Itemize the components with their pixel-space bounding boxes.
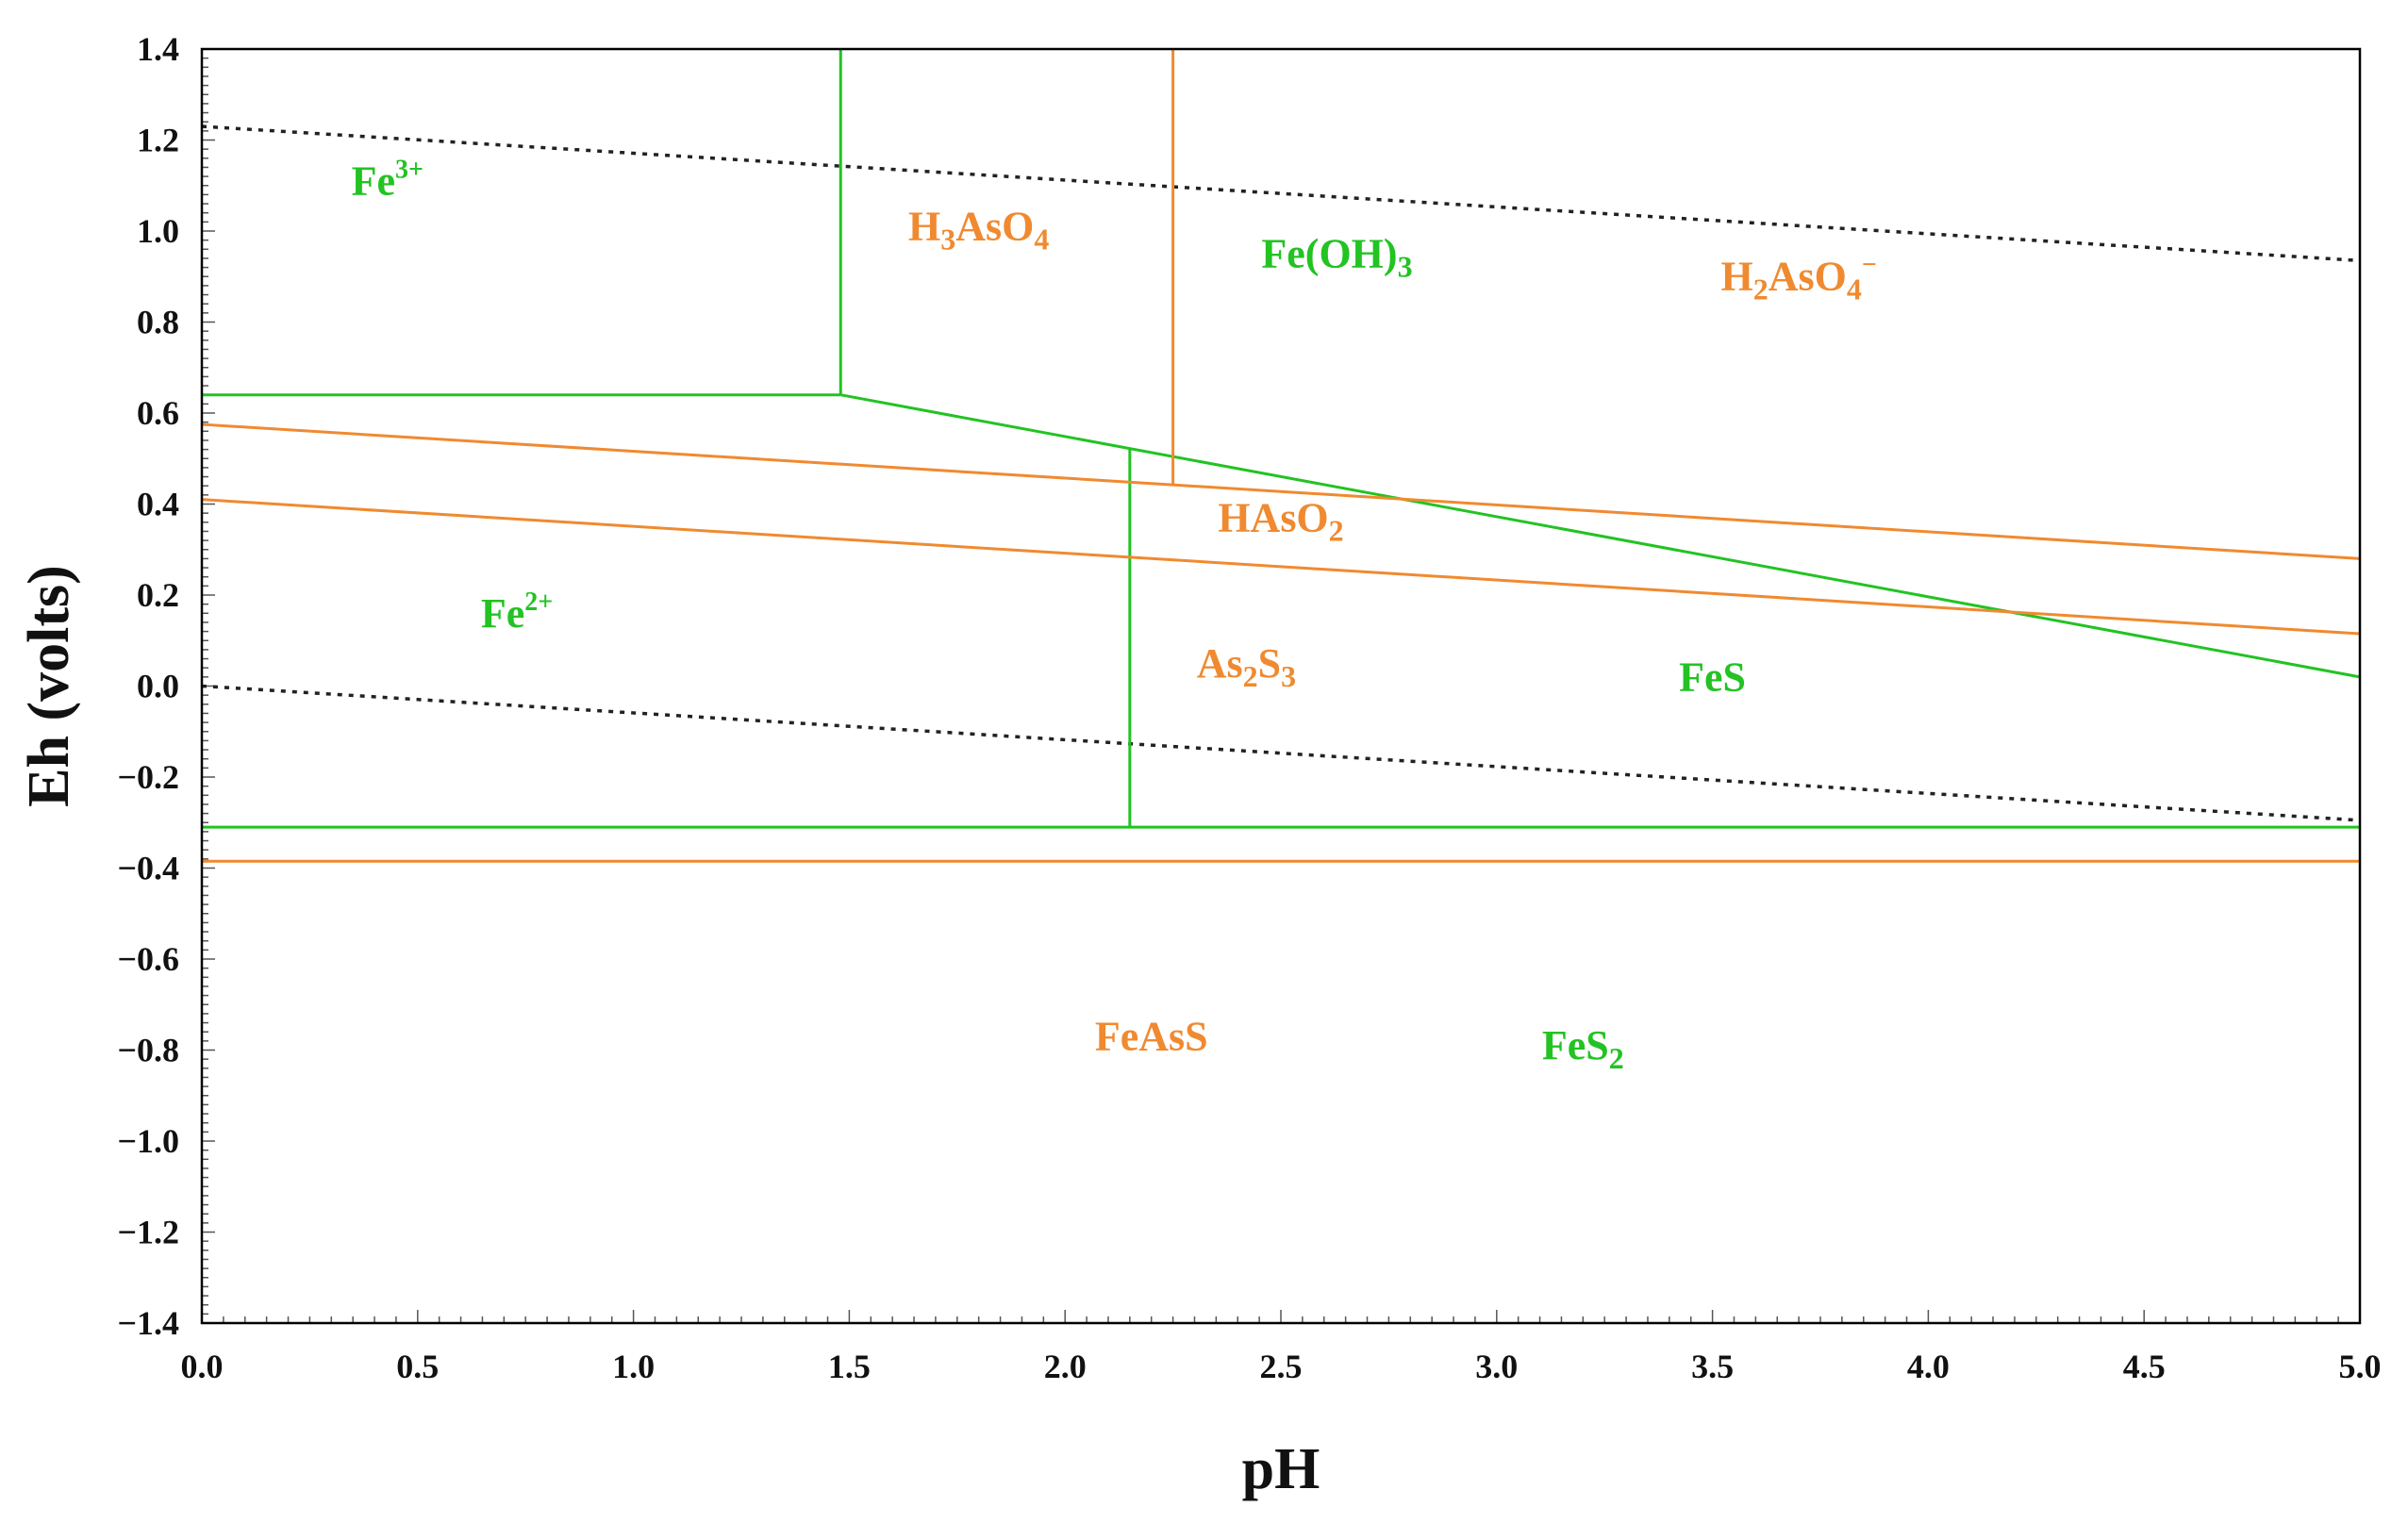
fe-boundary-line (839, 393, 2361, 679)
x-tick-label: 5.0 (2339, 1348, 2382, 1385)
y-tick-label: 0.4 (137, 486, 179, 523)
y-tick-label: 0.8 (137, 304, 179, 341)
water-stability-line (201, 684, 2361, 822)
y-tick-label: 1.0 (137, 212, 179, 250)
region-label: H3​AsO4​ (908, 204, 1049, 257)
x-tick-label: 1.0 (612, 1348, 655, 1385)
region-label: Fe3+​ (352, 155, 423, 204)
region-label: FeS2​ (1542, 1022, 1624, 1075)
region-label: Fe(OH)3​ (1261, 231, 1412, 284)
x-tick-label: 0.5 (396, 1348, 439, 1385)
y-tick-label: −1.2 (117, 1214, 179, 1251)
x-tick-label: 3.5 (1691, 1348, 1734, 1385)
water-stability-line (201, 124, 2361, 263)
y-tick-label: 1.2 (137, 122, 179, 159)
region-label: HAsO2​ (1218, 494, 1343, 547)
x-axis: 0.0 0.5 1.0 1.5 2.0 2.5 3.0 3.5 4.0 4.5 5.0 (181, 1348, 2382, 1385)
x-tick-label: 3.0 (1475, 1348, 1518, 1385)
x-tick-label: 4.5 (2123, 1348, 2166, 1385)
y-tick-label: 0.2 (137, 576, 179, 614)
region-labels: Fe3+​ H3​AsO4​ Fe(OH)3​ H2​AsO4​−​ HAsO2​ Fe2… (352, 155, 1877, 1075)
x-tick-label: 2.0 (1044, 1348, 1087, 1385)
y-axis-title: Eh (volts) (17, 565, 81, 807)
y-tick-label: −0.2 (117, 758, 179, 796)
y-tick-label: 1.4 (137, 30, 179, 68)
region-label: FeS (1679, 654, 1746, 700)
region-label: As2​S3​ (1197, 640, 1296, 693)
as-boundary-line (201, 422, 2361, 560)
boundary-lines (201, 49, 2361, 863)
y-tick-label: −0.8 (117, 1032, 179, 1069)
x-tick-label: 2.5 (1260, 1348, 1303, 1385)
x-tick-label: 1.5 (828, 1348, 871, 1385)
x-tick-label: 4.0 (1907, 1348, 1950, 1385)
y-axis: 1.4 1.2 1.0 0.8 0.6 0.4 0.2 0.0 −0.2 −0.4 −0.6 −0.8… (117, 30, 179, 1342)
plot-frame (200, 47, 2362, 1325)
y-tick-label: −0.6 (117, 940, 179, 978)
region-label: Fe2+​ (481, 588, 553, 637)
y-tick-label: 0.6 (137, 394, 179, 432)
y-tick-label: −1.0 (117, 1122, 179, 1160)
region-label: FeAsS (1095, 1014, 1208, 1060)
as-boundary-line (201, 498, 2361, 636)
region-label: H2​AsO4​−​ (1720, 251, 1876, 306)
y-tick-label: 0.0 (137, 668, 179, 705)
x-axis-title: pH (1242, 1437, 1320, 1501)
y-tick-label: −1.4 (117, 1304, 179, 1342)
x-tick-label: 0.0 (181, 1348, 224, 1385)
y-tick-label: −0.4 (117, 850, 179, 887)
